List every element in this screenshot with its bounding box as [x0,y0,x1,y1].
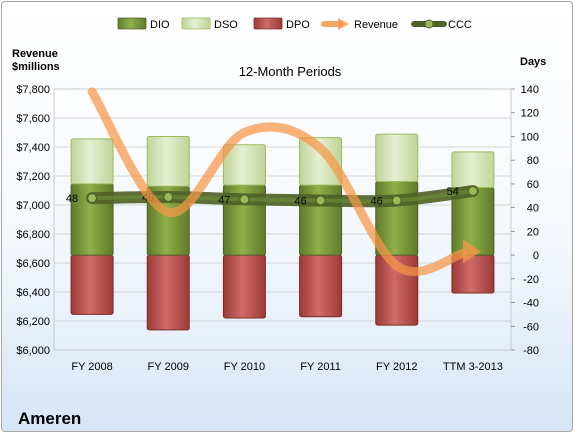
y-left-tick-label: $6,600 [16,258,50,270]
y-right-tick-label: 80 [527,155,539,167]
y-left-tick-label: $7,600 [16,113,50,125]
y-right-tick-label: 140 [521,84,539,96]
y-right-title: Days [520,56,546,68]
bar-dso [375,133,419,183]
revenue-line [87,87,468,277]
bar-dpo [70,254,114,315]
y-right-tick-label: 120 [521,108,539,120]
legend: DIO DSO DPO Revenue CCC [117,17,472,31]
ccc-point [163,191,174,203]
x-category-label: FY 2008 [71,361,112,373]
bar-dso [222,144,266,186]
y-right-tick-label: 40 [527,203,539,215]
bar-dso [70,138,114,185]
y-right-tick-label: 60 [527,179,539,191]
x-category-label: FY 2010 [224,361,265,373]
company-name: Ameren [18,409,81,428]
y-left-tick-label: $6,400 [16,287,50,299]
x-category-label: FY 2012 [376,361,417,373]
bar-dpo [222,254,266,319]
x-category-labels: FY 2008 FY 2009 FY 2010 FY 2011 FY 2012 TTM 3… [71,361,502,373]
bar-dpo [451,254,495,294]
bar-dpo [146,254,190,331]
ccc-data-label: 47 [218,194,230,206]
y-right-tick-label: -40 [523,298,539,310]
ccc-data-label: 46 [371,196,383,208]
y-right-ticks: -80 -60 -40 -20 0 20 40 60 80 100 120 140 [511,84,539,357]
x-category-label: FY 2011 [300,361,341,373]
bar-dso [146,135,190,187]
x-category-label: FY 2009 [148,361,189,373]
legend-label-revenue: Revenue [354,19,398,31]
ccc-data-label: 46 [294,196,306,208]
y-right-tick-label: 0 [533,250,539,262]
y-right-tick-label: -60 [523,321,539,333]
legend-label-dso: DSO [214,19,238,31]
y-right-tick-label: 100 [521,131,539,143]
bar-dpo [299,254,343,318]
ccc-point [315,195,326,206]
y-left-tick-label: $7,800 [16,84,50,96]
chart-title: 12-Month Periods [239,64,342,79]
legend-item-ccc: CCC [411,19,472,31]
y-left-tick-label: $6,800 [16,229,50,241]
legend-item-dio: DIO [117,17,170,31]
y-left-ticks: $6,000 $6,200 $6,400 $6,600 $6,800 $7,000 $7,2… [16,84,50,357]
legend-label-dio: DIO [150,19,170,31]
y-right-tick-label: -80 [523,345,539,357]
y-right-tick-label: 20 [527,226,539,238]
y-left-tick-label: $7,200 [16,171,50,183]
ccc-point [391,195,402,206]
y-left-tick-label: $7,000 [16,200,50,212]
legend-item-revenue: Revenue [321,18,398,31]
x-category-label: TTM 3-2013 [443,361,503,373]
legend-label-dpo: DPO [286,19,310,31]
arrow-icon [338,18,349,30]
bar-dso [299,137,343,186]
ccc-point [239,194,250,205]
y-left-tick-label: $6,000 [16,345,50,357]
bar-dso [451,151,495,188]
y-left-title-line2: $millions [12,61,60,73]
ccc-line-highlight [90,189,475,204]
legend-label-ccc: CCC [448,19,472,31]
ccc-point [467,185,479,197]
ccc-point [86,193,98,204]
revenue-arrowhead [462,239,481,264]
ccc-data-label: 48 [66,193,78,205]
y-right-tick-label: -20 [523,274,539,286]
y-left-tick-label: $7,400 [16,142,50,154]
legend-item-dso: DSO [181,17,238,31]
ccc-data-label: 54 [447,186,459,198]
y-left-tick-label: $6,200 [16,316,50,328]
y-left-title-line1: Revenue [12,48,58,60]
legend-item-dpo: DPO [253,17,310,31]
